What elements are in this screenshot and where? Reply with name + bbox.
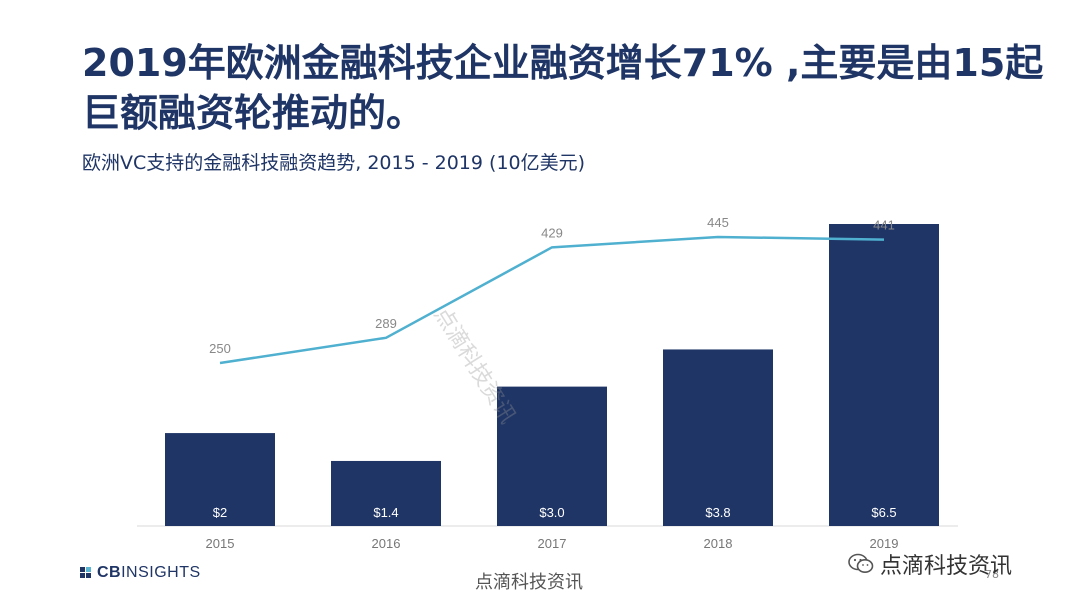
x-tick-2019: 2019 xyxy=(870,536,899,551)
line-label-2019: 441 xyxy=(873,218,895,233)
cbinsights-logo: CBINSIGHTS xyxy=(80,564,201,582)
bar-2016 xyxy=(331,460,441,526)
x-tick-2018: 2018 xyxy=(704,536,733,551)
line-label-2015: 250 xyxy=(209,341,231,356)
bar-2019 xyxy=(829,224,939,526)
bar-2018 xyxy=(663,349,773,526)
x-tick-2015: 2015 xyxy=(206,536,235,551)
cbinsights-logo-icon xyxy=(80,567,92,579)
page-title: 2019年欧洲金融科技企业融资增长71% ,主要是由15起巨额融资轮推动的。 xyxy=(82,41,1044,135)
bar-label-2016: $1.4 xyxy=(373,505,398,520)
line-series xyxy=(219,235,885,365)
x-tick-2016: 2016 xyxy=(372,536,401,551)
bar-label-2018: $3.8 xyxy=(705,505,730,520)
line-label-2018: 445 xyxy=(707,215,729,230)
brand-watermark-text: 点滴科技资讯 xyxy=(880,554,1013,579)
bar-2015 xyxy=(165,433,275,526)
logo-cb-text: CB xyxy=(97,564,122,581)
line-label-2016: 289 xyxy=(375,316,397,331)
bar-label-2017: $3.0 xyxy=(539,505,564,520)
chart-subtitle: 欧洲VC支持的金融科技融资趋势, 2015 - 2019 (10亿美元) xyxy=(82,152,586,174)
bar-label-2015: $2 xyxy=(213,505,227,520)
bottom-watermark: 点滴科技资讯 xyxy=(475,572,583,593)
line-label-2017: 429 xyxy=(541,225,563,240)
wechat-icon xyxy=(848,553,874,575)
page-number: 78 xyxy=(985,568,999,581)
logo-insights-text: INSIGHTS xyxy=(121,564,201,581)
x-tick-2017: 2017 xyxy=(538,536,567,551)
bar-label-2019: $6.5 xyxy=(871,505,896,520)
brand-watermark: 点滴科技资讯 xyxy=(848,548,1012,580)
bar-2017 xyxy=(497,386,607,526)
